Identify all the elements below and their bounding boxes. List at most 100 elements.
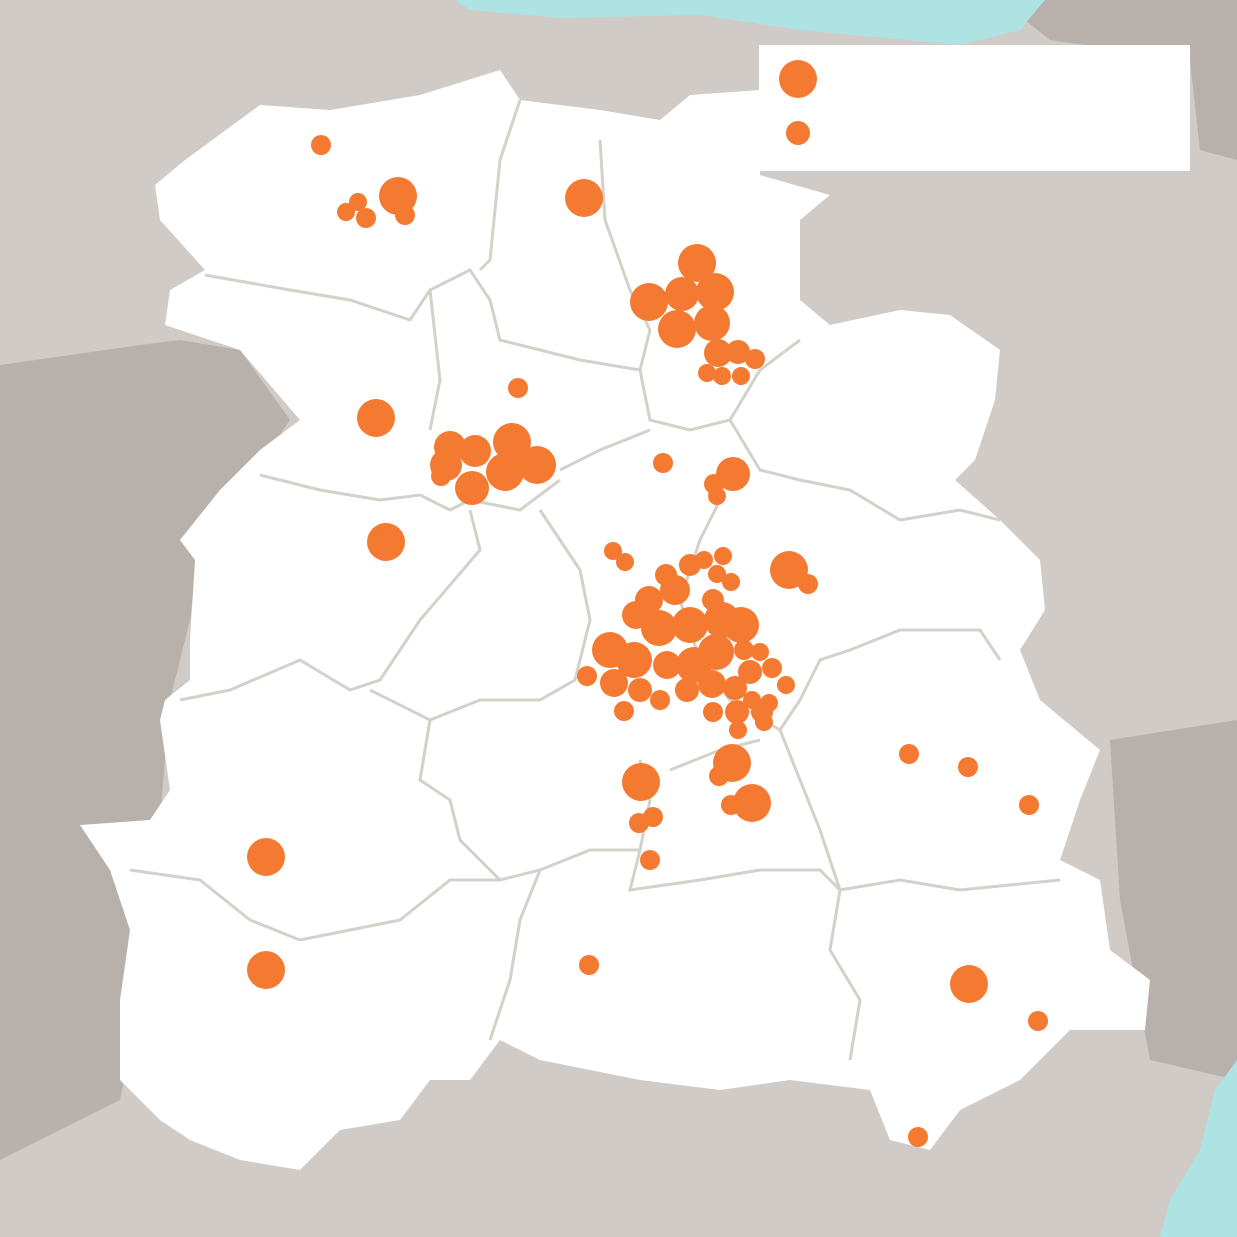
marker-small[interactable]	[725, 700, 749, 724]
marker-small[interactable]	[726, 340, 750, 364]
marker-small[interactable]	[577, 666, 597, 686]
marker-small[interactable]	[431, 466, 451, 486]
marker-small[interactable]	[729, 721, 747, 739]
marker-small[interactable]	[616, 553, 634, 571]
marker-large[interactable]	[455, 471, 489, 505]
marker-small[interactable]	[675, 678, 699, 702]
marker-small[interactable]	[695, 551, 713, 569]
marker-small[interactable]	[732, 367, 750, 385]
marker-small[interactable]	[698, 364, 716, 382]
sea-southeast	[1160, 1060, 1237, 1237]
border	[179, 509, 482, 702]
marker-small[interactable]	[721, 795, 741, 815]
marker-large[interactable]	[694, 305, 730, 341]
marker-small[interactable]	[508, 378, 528, 398]
marker-small[interactable]	[614, 701, 634, 721]
border	[369, 509, 592, 722]
border	[259, 473, 561, 512]
marker-small[interactable]	[650, 690, 670, 710]
marker-large[interactable]	[698, 634, 734, 670]
marker-large[interactable]	[950, 965, 988, 1003]
marker-small[interactable]	[356, 208, 376, 228]
marker-large[interactable]	[247, 838, 285, 876]
marker-large[interactable]	[723, 607, 759, 643]
marker-small[interactable]	[762, 658, 782, 678]
marker-small[interactable]	[640, 850, 660, 870]
marker-small[interactable]	[709, 766, 729, 786]
marker-large[interactable]	[696, 273, 734, 311]
marker-small[interactable]	[751, 643, 769, 661]
marker-small[interactable]	[579, 955, 599, 975]
marker-large[interactable]	[486, 453, 524, 491]
marker-small[interactable]	[908, 1127, 928, 1147]
border	[488, 869, 542, 1041]
border	[478, 99, 522, 272]
marker-small[interactable]	[604, 542, 622, 560]
marker-small[interactable]	[713, 367, 731, 385]
marker-small[interactable]	[798, 574, 818, 594]
marker-small[interactable]	[745, 349, 765, 369]
border	[628, 849, 1061, 892]
marker-large[interactable]	[459, 435, 491, 467]
marker-large[interactable]	[630, 283, 668, 321]
marker-small[interactable]	[629, 813, 649, 833]
marker-large[interactable]	[665, 277, 699, 311]
marker-large[interactable]	[493, 423, 531, 461]
marker-small[interactable]	[755, 713, 773, 731]
border	[728, 419, 1001, 522]
marker-small[interactable]	[708, 487, 726, 505]
marker-large[interactable]	[658, 310, 696, 348]
marker-small[interactable]	[958, 757, 978, 777]
marker-small[interactable]	[349, 193, 367, 211]
legend	[759, 45, 1190, 171]
border	[598, 139, 652, 371]
marker-small[interactable]	[777, 676, 795, 694]
marker-small[interactable]	[734, 640, 754, 660]
marker-large[interactable]	[247, 951, 285, 989]
marker-small[interactable]	[714, 547, 732, 565]
marker-small[interactable]	[628, 678, 652, 702]
border	[129, 868, 500, 942]
marker-small[interactable]	[698, 670, 726, 698]
border	[559, 428, 651, 472]
marker-small[interactable]	[708, 565, 726, 583]
marker-small[interactable]	[703, 702, 723, 722]
sea-north	[455, 0, 1045, 45]
marker-large[interactable]	[367, 523, 405, 561]
marker-small[interactable]	[600, 669, 628, 697]
marker-large[interactable]	[565, 179, 603, 217]
marker-small[interactable]	[653, 651, 681, 679]
marker-small[interactable]	[395, 205, 415, 225]
marker-small[interactable]	[1019, 795, 1039, 815]
marker-large[interactable]	[641, 610, 677, 646]
marker-large[interactable]	[518, 446, 556, 484]
marker-large[interactable]	[622, 763, 660, 801]
region-landmass	[80, 70, 1150, 1170]
marker-large[interactable]	[357, 399, 395, 437]
marker-small[interactable]	[337, 203, 355, 221]
legend-marker-large	[779, 60, 817, 98]
marker-small[interactable]	[723, 676, 747, 700]
marker-large[interactable]	[678, 244, 716, 282]
border	[428, 289, 442, 431]
dark-land-west	[0, 340, 290, 1160]
marker-small[interactable]	[704, 339, 732, 367]
marker-large[interactable]	[716, 457, 750, 491]
marker-large[interactable]	[660, 575, 690, 605]
marker-large[interactable]	[672, 607, 708, 643]
marker-small[interactable]	[738, 660, 762, 684]
marker-small[interactable]	[899, 744, 919, 764]
marker-small[interactable]	[653, 453, 673, 473]
marker-large[interactable]	[770, 551, 808, 589]
markers-layer	[247, 135, 1048, 1147]
dark-land-northeast	[1000, 0, 1237, 160]
marker-small[interactable]	[1028, 1011, 1048, 1031]
marker-small[interactable]	[722, 573, 740, 591]
marker-large[interactable]	[616, 642, 652, 678]
legend-marker-small	[786, 121, 810, 145]
marker-large[interactable]	[733, 784, 771, 822]
border	[204, 268, 641, 372]
marker-small[interactable]	[311, 135, 331, 155]
